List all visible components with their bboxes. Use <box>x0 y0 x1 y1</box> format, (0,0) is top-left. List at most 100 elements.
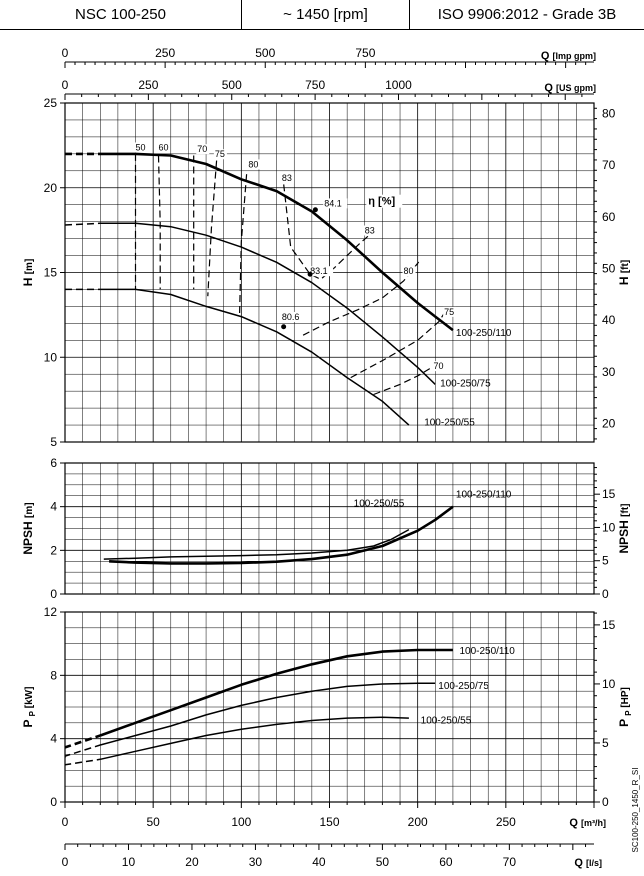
standard-cell: ISO 9906:2012 - Grade 3B <box>437 6 617 23</box>
speed-cell: ~ 1450 [rpm] <box>242 0 410 29</box>
ls-tick-label: 60 <box>439 855 453 869</box>
head-ylabel: H [m] <box>21 259 35 287</box>
efficiency-label-bg <box>134 142 148 153</box>
y2tick-label: 15 <box>602 618 616 632</box>
m3h-tick-label: 200 <box>408 815 428 829</box>
imp-axis-unit: [Imp gpm] <box>553 51 597 61</box>
ylabel-unit: [m] <box>24 502 35 518</box>
ytick-label: 25 <box>44 96 58 110</box>
m3h-axis-unit: [m³/h] <box>581 818 606 828</box>
y2label-unit: [ft] <box>620 260 631 273</box>
series-line <box>103 528 410 560</box>
ls-axis-label: Q [l/s] <box>574 857 602 869</box>
npsh-frame <box>64 462 595 595</box>
ls-axis-unit: [l/s] <box>586 858 602 868</box>
y2tick-label: 40 <box>602 313 616 327</box>
series-label: 100-250/55 <box>421 716 472 727</box>
ls-tick-label: 20 <box>185 855 199 869</box>
y2tick-label: 80 <box>602 106 616 120</box>
bep-point <box>312 207 318 213</box>
efficiency-label: 80 <box>404 266 414 276</box>
series-line <box>100 152 454 332</box>
efficiency-label-bg <box>157 142 171 153</box>
eta-label: η [%] <box>368 196 395 208</box>
y2tick-label: 70 <box>602 158 616 172</box>
eta-label-bg <box>366 194 403 208</box>
efficiency-label-bg <box>432 361 446 372</box>
efficiency-label-bg <box>363 225 377 236</box>
efficiency-curve <box>302 258 422 336</box>
series-label: 100-250/55 <box>354 498 405 509</box>
ytick-label: 4 <box>50 732 57 746</box>
y2tick-label: 0 <box>602 587 609 601</box>
us-tick-label: 750 <box>305 78 325 92</box>
ylabel-unit: [m] <box>24 259 35 275</box>
ls-tick-label: 30 <box>249 855 263 869</box>
y2label-sub: P <box>624 710 633 716</box>
us-tick-label: 1000 <box>385 78 412 92</box>
series-label: 100-250/110 <box>456 490 512 501</box>
series-label: 100-250/55 <box>424 418 475 429</box>
imp-axis-label: Q [Imp gpm] <box>541 50 596 62</box>
us-axis-label: Q [US gpm] <box>544 82 596 94</box>
efficiency-label-bg <box>323 198 348 209</box>
series-line <box>100 716 409 761</box>
y2tick-label: 50 <box>602 261 616 275</box>
efficiency-label: 70 <box>434 361 444 371</box>
series-line-lead <box>65 222 101 226</box>
efficiency-curve <box>239 174 248 314</box>
ylabel-unit: [kW] <box>24 687 35 711</box>
m3h-tick-label: 150 <box>319 815 339 829</box>
ls-tick-label: 50 <box>376 855 390 869</box>
power-grid <box>64 611 595 803</box>
efficiency-label: 80 <box>248 159 258 169</box>
efficiency-curve <box>207 160 218 297</box>
efficiency-curve <box>157 155 161 290</box>
y2tick-label: 5 <box>602 554 609 568</box>
efficiency-label-bg <box>443 306 457 317</box>
m3h-tick-label: 250 <box>496 815 516 829</box>
ytick-label: 2 <box>50 543 57 557</box>
npsh-grid <box>64 462 595 595</box>
efficiency-curve <box>373 366 433 396</box>
efficiency-label-bg <box>309 266 334 277</box>
efficiency-label: 83 <box>282 173 292 183</box>
m3h-axis-label: Q [m³/h] <box>569 817 606 829</box>
series-line <box>100 682 436 746</box>
ytick-label: 20 <box>44 181 58 195</box>
imp-tick-label: 500 <box>255 46 275 60</box>
ytick-label: 5 <box>50 435 57 449</box>
ytick-label: 6 <box>50 456 57 470</box>
series-line-lead <box>65 734 101 749</box>
ytick-label: 10 <box>44 350 58 364</box>
series-line <box>100 288 410 426</box>
series-label: 100-250/110 <box>456 328 512 339</box>
imp-tick-label: 250 <box>155 46 175 60</box>
ls-tick-label: 10 <box>122 855 136 869</box>
efficiency-label-bg <box>402 266 416 277</box>
imp-tick-label: 750 <box>355 46 375 60</box>
series-label: 100-250/75 <box>438 681 489 692</box>
y2tick-label: 30 <box>602 365 616 379</box>
efficiency-label-bg <box>247 159 261 170</box>
ytick-label: 15 <box>44 266 58 280</box>
efficiency-label-bg <box>196 144 210 155</box>
efficiency-label-bg <box>213 149 227 160</box>
efficiency-label-bg <box>280 311 305 322</box>
npsh-ylabel: NPSH [m] <box>21 502 35 554</box>
efficiency-label: 75 <box>444 307 454 317</box>
series-line <box>100 222 436 385</box>
us-tick-label: 0 <box>62 78 69 92</box>
efficiency-curve <box>283 184 380 281</box>
ytick-label: 8 <box>50 668 57 682</box>
imp-tick-label: 0 <box>62 46 69 60</box>
series-line <box>99 648 453 737</box>
efficiency-label: 80.6 <box>282 312 300 322</box>
series-label: 100-250/110 <box>459 646 515 657</box>
power-y2label: P P [HP] <box>617 687 633 727</box>
m3h-tick-label: 100 <box>231 815 251 829</box>
y2tick-label: 10 <box>602 520 616 534</box>
efficiency-label: 60 <box>158 142 168 152</box>
m3h-tick-label: 50 <box>146 815 160 829</box>
